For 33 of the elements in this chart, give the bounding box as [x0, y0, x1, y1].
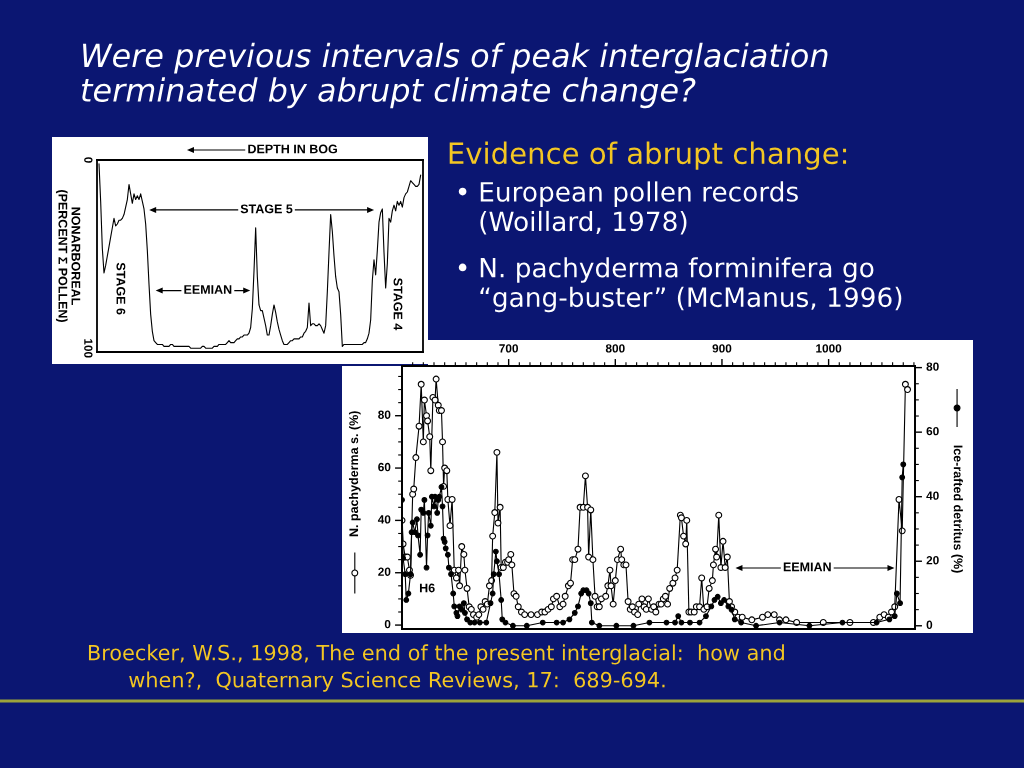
- y-tick-label: 80: [378, 410, 391, 419]
- annotation: H6: [419, 583, 435, 593]
- y-axis-title: N. pachyderma s. (%): [348, 411, 361, 537]
- y2-tick-label: 40: [926, 491, 939, 500]
- x-tick-label: 700: [499, 344, 519, 353]
- y2-axis-title: Ice-rafted detritus (%): [951, 445, 963, 573]
- y-tick-label: 40: [377, 515, 391, 524]
- annotation: EEMIAN: [783, 562, 831, 572]
- y2-tick-label: 0: [926, 620, 933, 629]
- y2-tick-label: 20: [926, 556, 939, 565]
- x-axis-title: DEPTH IN BOG: [248, 144, 337, 154]
- x-tick-label: 1000: [816, 344, 842, 353]
- text: Evidence of abrupt change:: [449, 141, 847, 170]
- text: N. pachyderma forminifera go “gang-buster” (McManus, 1996): [480, 257, 902, 313]
- y-axis-title: NONARBOREAL (PERCENT Σ POLLEN): [55, 190, 81, 322]
- y-tick-label: 100: [84, 339, 93, 358]
- annotation: STAGE 4: [393, 278, 403, 331]
- y-tick-label: 20: [378, 567, 391, 576]
- text: European pollen records (Woillard, 1978): [480, 181, 798, 235]
- text: when?, Quaternary Science Reviews, 17: 689-694.: [129, 671, 665, 692]
- x-tick-label: 900: [712, 344, 732, 353]
- y-tick-label: 60: [378, 462, 391, 472]
- annotation: STAGE 6: [116, 262, 126, 315]
- text: •: [458, 263, 467, 272]
- text: Were previous intervals of peak interglaciation terminated by abrupt climate change?: [81, 42, 828, 109]
- text: •: [458, 187, 467, 196]
- y2-tick-label: 60: [926, 426, 939, 436]
- x-tick-label: 800: [605, 344, 625, 353]
- annotation: STAGE 5: [240, 204, 293, 214]
- annotation: EEMIAN: [184, 285, 232, 294]
- text: Broecker, W.S., 1998, The end of the present interglacial: how and: [88, 644, 784, 665]
- y2-tick-label: 80: [926, 362, 939, 371]
- y-tick-label: 0: [384, 619, 391, 629]
